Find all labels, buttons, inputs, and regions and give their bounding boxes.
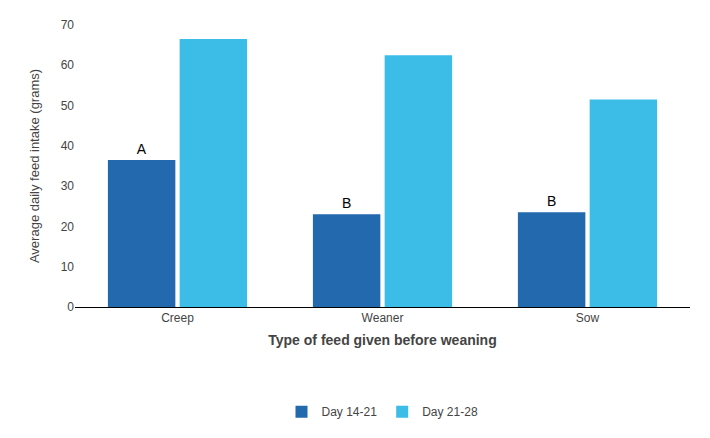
svg-text:Sow: Sow — [576, 311, 600, 325]
svg-text:B: B — [342, 195, 351, 211]
svg-text:0: 0 — [67, 300, 74, 314]
svg-text:60: 60 — [61, 58, 75, 72]
svg-text:Creep: Creep — [161, 311, 194, 325]
svg-text:A: A — [137, 141, 147, 157]
svg-text:10: 10 — [61, 260, 75, 274]
svg-text:Day 14-21: Day 14-21 — [322, 405, 378, 419]
svg-text:30: 30 — [61, 179, 75, 193]
svg-text:70: 70 — [61, 18, 75, 32]
svg-text:50: 50 — [61, 99, 75, 113]
svg-text:Type of feed given before wean: Type of feed given before weaning — [268, 332, 496, 348]
svg-text:Average daily feed intake (gra: Average daily feed intake (grams) — [27, 69, 42, 263]
svg-text:Day 21-28: Day 21-28 — [422, 405, 478, 419]
svg-text:B: B — [547, 193, 556, 209]
svg-text:20: 20 — [61, 220, 75, 234]
svg-text:40: 40 — [61, 139, 75, 153]
svg-text:Weaner: Weaner — [362, 311, 404, 325]
